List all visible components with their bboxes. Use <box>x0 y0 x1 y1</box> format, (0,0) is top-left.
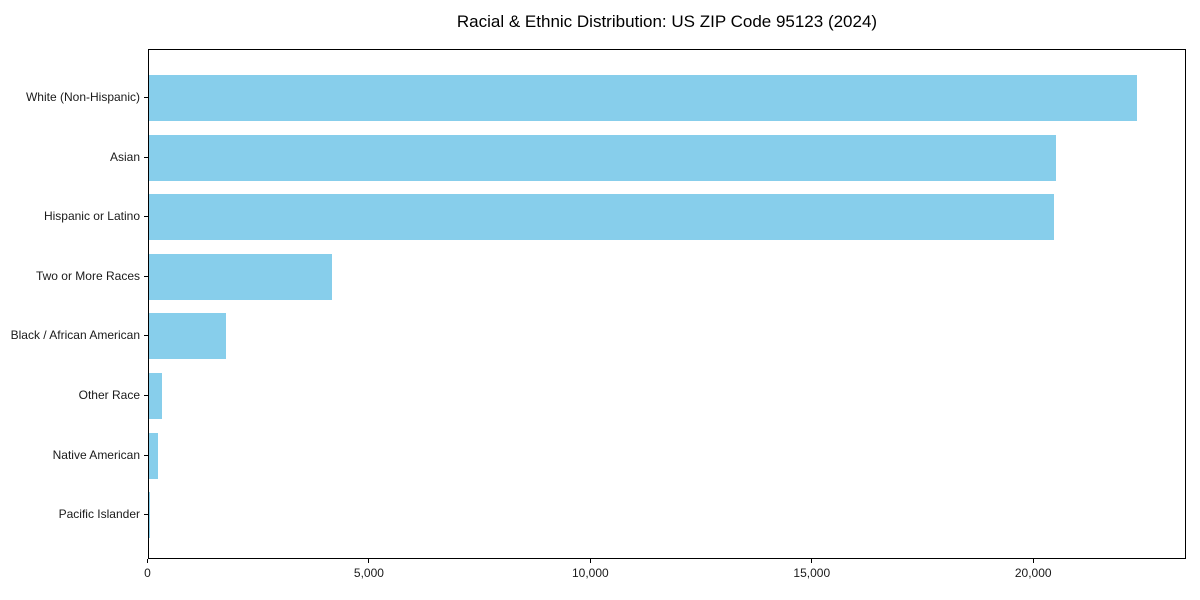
x-tick-label: 10,000 <box>571 565 609 580</box>
x-tick-label: 0 <box>144 565 151 580</box>
bar-hispanic-or-latino <box>148 194 1055 241</box>
y-tick-label: Black / African American <box>10 328 140 343</box>
y-tick-mark <box>143 394 148 396</box>
y-tick-label: Two or More Races <box>35 268 140 283</box>
x-tick-mark <box>368 558 370 563</box>
x-tick-mark <box>589 558 591 563</box>
x-tick-label: 20,000 <box>1014 565 1052 580</box>
bar-asian <box>148 134 1057 181</box>
y-tick-mark <box>143 275 148 277</box>
bar-native-american <box>148 432 158 479</box>
x-tick-mark <box>811 558 813 563</box>
y-tick-mark <box>143 216 148 218</box>
y-tick-mark <box>143 156 148 158</box>
chart-title: Racial & Ethnic Distribution: US ZIP Cod… <box>456 12 878 31</box>
plot-area <box>147 49 1186 559</box>
bar-other-race <box>148 372 163 419</box>
y-tick-mark <box>143 335 148 337</box>
y-tick-label: White (Non-Hispanic) <box>25 89 140 104</box>
x-tick-label: 5,000 <box>353 565 384 580</box>
y-tick-label: Other Race <box>78 387 140 402</box>
y-tick-label: Asian <box>109 149 140 164</box>
y-tick-label: Hispanic or Latino <box>43 209 140 224</box>
bar-pacific-islander <box>148 492 150 539</box>
y-tick-label: Pacific Islander <box>58 507 140 522</box>
x-tick-label: 15,000 <box>793 565 831 580</box>
y-tick-mark <box>143 96 148 98</box>
bar-two-or-more-races <box>148 253 332 300</box>
bar-black-african-american <box>148 313 227 360</box>
y-tick-mark <box>143 454 148 456</box>
y-tick-mark <box>143 514 148 516</box>
y-tick-label: Native American <box>52 447 140 462</box>
x-tick-mark <box>1032 558 1034 563</box>
x-tick-mark <box>147 558 148 563</box>
bar-white-non-hispanic <box>148 74 1138 121</box>
